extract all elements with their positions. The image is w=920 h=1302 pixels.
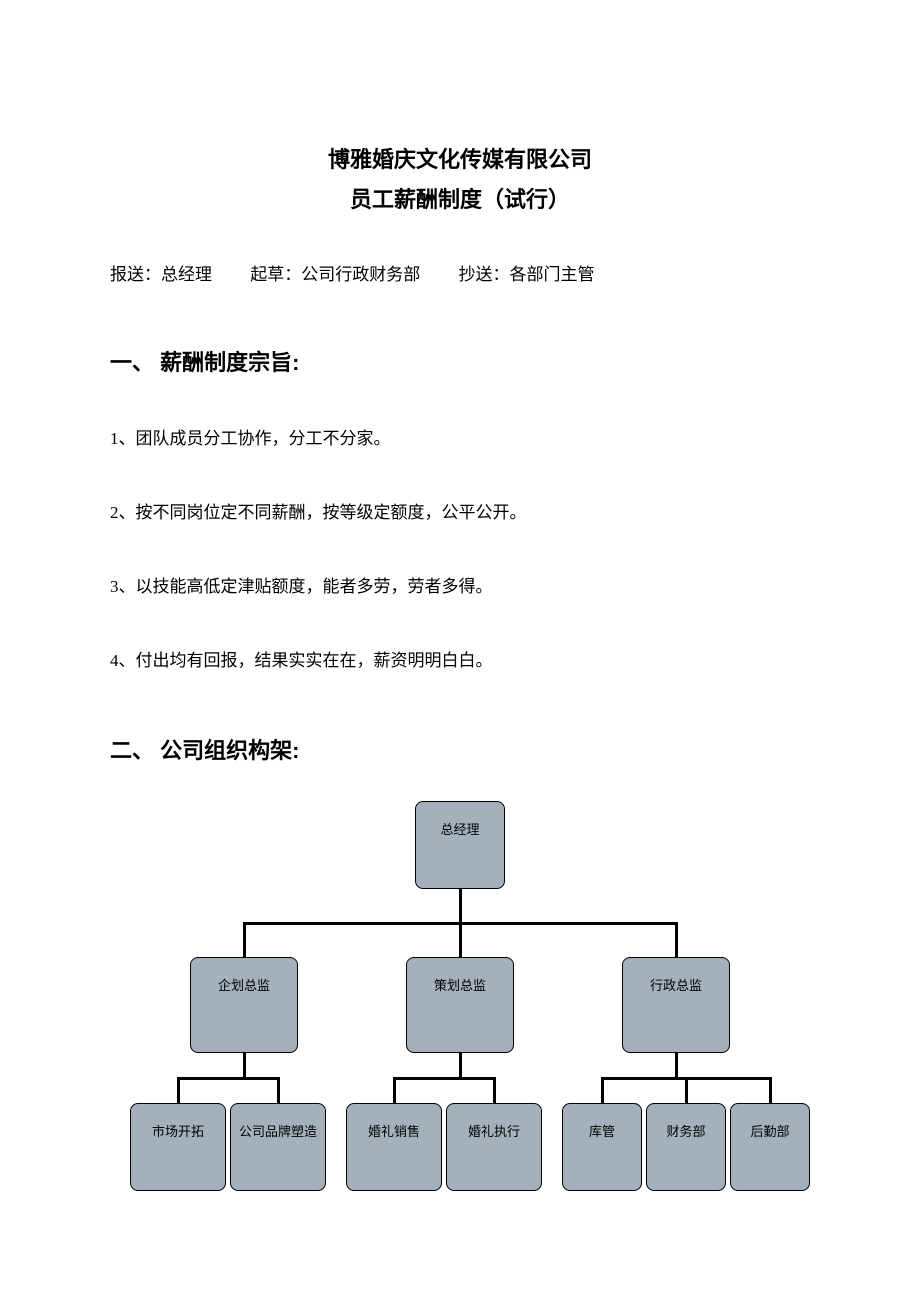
org-connector — [243, 922, 246, 961]
org-connector — [277, 1077, 280, 1107]
org-node-d2: 策划总监 — [406, 957, 514, 1053]
report-to: 报送：总经理 — [110, 260, 212, 285]
org-node-l3: 婚礼销售 — [346, 1103, 442, 1191]
cc-label: 抄送： — [459, 265, 510, 284]
org-connector — [459, 889, 462, 925]
org-node-l6: 财务部 — [646, 1103, 726, 1191]
org-connector — [177, 1077, 280, 1080]
org-node-d3: 行政总监 — [622, 957, 730, 1053]
drafted-by-label: 起草： — [250, 265, 301, 284]
report-to-label: 报送： — [110, 265, 161, 284]
drafted-by-value: 公司行政财务部 — [301, 265, 420, 284]
org-connector — [769, 1077, 772, 1107]
cc-value: 各部门主管 — [510, 265, 595, 284]
org-node-d1: 企划总监 — [190, 957, 298, 1053]
section-2-heading: 二、 公司组织构架: — [110, 733, 810, 765]
drafted-by: 起草：公司行政财务部 — [250, 260, 420, 285]
org-node-l1: 市场开拓 — [130, 1103, 226, 1191]
org-connector — [685, 1077, 688, 1107]
org-connector — [393, 1077, 496, 1080]
org-connector — [601, 1077, 604, 1107]
org-node-l2: 公司品牌塑造 — [230, 1103, 326, 1191]
principle-4: 4、付出均有回报，结果实实在在，薪资明明白白。 — [110, 649, 810, 673]
section-1-heading: 一、 薪酬制度宗旨: — [110, 345, 810, 377]
document-title: 博雅婚庆文化传媒有限公司 员工薪酬制度（试行） — [110, 140, 810, 220]
title-line-2: 员工薪酬制度（试行） — [110, 180, 810, 220]
document-page: 博雅婚庆文化传媒有限公司 员工薪酬制度（试行） 报送：总经理 起草：公司行政财务… — [0, 0, 920, 1261]
principle-3: 3、以技能高低定津贴额度，能者多劳，劳者多得。 — [110, 575, 810, 599]
org-node-l7: 后勤部 — [730, 1103, 810, 1191]
org-node-l5: 库管 — [562, 1103, 642, 1191]
cc: 抄送：各部门主管 — [459, 260, 595, 285]
org-connector — [493, 1077, 496, 1107]
org-node-root: 总经理 — [415, 801, 505, 889]
org-connector — [393, 1077, 396, 1107]
org-node-l4: 婚礼执行 — [446, 1103, 542, 1191]
principle-1: 1、团队成员分工协作，分工不分家。 — [110, 427, 810, 451]
org-connector — [675, 922, 678, 961]
org-connector — [459, 922, 462, 961]
title-line-1: 博雅婚庆文化传媒有限公司 — [110, 140, 810, 180]
org-chart: 总经理企划总监 策划总监 行政总监市场开拓公司品牌塑造婚礼销售婚礼执行库管财务部后勤… — [110, 801, 810, 1201]
org-connector — [177, 1077, 180, 1107]
report-to-value: 总经理 — [161, 265, 212, 284]
meta-line: 报送：总经理 起草：公司行政财务部 抄送：各部门主管 — [110, 260, 810, 285]
principle-2: 2、按不同岗位定不同薪酬，按等级定额度，公平公开。 — [110, 501, 810, 525]
